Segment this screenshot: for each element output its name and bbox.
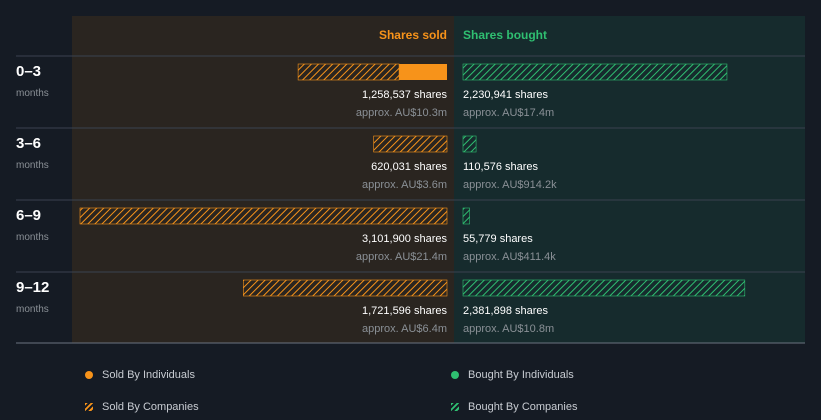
sold-shares-label: 3,101,900 shares xyxy=(362,233,448,245)
sold-value-label: approx. AU$21.4m xyxy=(356,251,447,263)
insider-trading-chart: Shares sold Shares bought 0–3 months 1,258… xyxy=(16,16,805,344)
period-sublabel: months xyxy=(16,88,49,99)
bought-companies-bar xyxy=(462,135,477,153)
sold-individuals-bar xyxy=(399,64,447,80)
period-sublabel: months xyxy=(16,304,49,315)
period-label: 9–12 xyxy=(16,279,49,296)
bought-shares-label: 2,230,941 shares xyxy=(463,89,549,101)
sold-value-label: approx. AU$10.3m xyxy=(356,107,447,119)
period-sublabel: months xyxy=(16,232,49,243)
legend-sold-companies: Sold By Companies xyxy=(85,399,199,415)
sold-shares-label: 1,258,537 shares xyxy=(362,89,448,101)
bought-value-label: approx. AU$10.8m xyxy=(463,323,554,335)
bought-shares-label: 55,779 shares xyxy=(463,233,533,245)
legend-label: Sold By Companies xyxy=(102,401,199,413)
period-label: 6–9 xyxy=(16,207,41,224)
orange-dot-icon xyxy=(85,371,93,379)
sold-value-label: approx. AU$3.6m xyxy=(362,179,447,191)
bought-value-label: approx. AU$411.4k xyxy=(463,251,556,263)
orange-hatch-icon xyxy=(85,403,93,411)
legend-label: Bought By Individuals xyxy=(468,369,574,381)
bought-companies-bar xyxy=(462,63,728,81)
bought-shares-label: 2,381,898 shares xyxy=(463,305,549,317)
period-sublabel: months xyxy=(16,160,49,171)
sold-companies-bar xyxy=(243,279,448,297)
bought-value-label: approx. AU$914.2k xyxy=(463,179,557,191)
legend-sold-individuals: Sold By Individuals xyxy=(85,367,195,383)
sold-companies-bar xyxy=(297,63,400,81)
legend-label: Sold By Individuals xyxy=(102,369,195,381)
sold-shares-label: 620,031 shares xyxy=(371,161,447,173)
sold-shares-label: 1,721,596 shares xyxy=(362,305,448,317)
bought-companies-bar xyxy=(462,207,470,225)
legend-bought-individuals: Bought By Individuals xyxy=(451,367,574,383)
sold-value-label: approx. AU$6.4m xyxy=(362,323,447,335)
shares-bought-header: Shares bought xyxy=(463,28,547,42)
legend-label: Bought By Companies xyxy=(468,401,578,413)
period-label: 3–6 xyxy=(16,135,41,152)
bought-value-label: approx. AU$17.4m xyxy=(463,107,554,119)
green-dot-icon xyxy=(451,371,459,379)
shares-sold-header: Shares sold xyxy=(379,28,447,42)
bought-companies-bar xyxy=(462,279,746,297)
period-label: 0–3 xyxy=(16,63,41,80)
green-hatch-icon xyxy=(451,403,459,411)
legend-bought-companies: Bought By Companies xyxy=(451,399,577,415)
bought-shares-label: 110,576 shares xyxy=(463,161,539,173)
sold-companies-bar xyxy=(79,207,448,225)
sold-companies-bar xyxy=(373,135,448,153)
